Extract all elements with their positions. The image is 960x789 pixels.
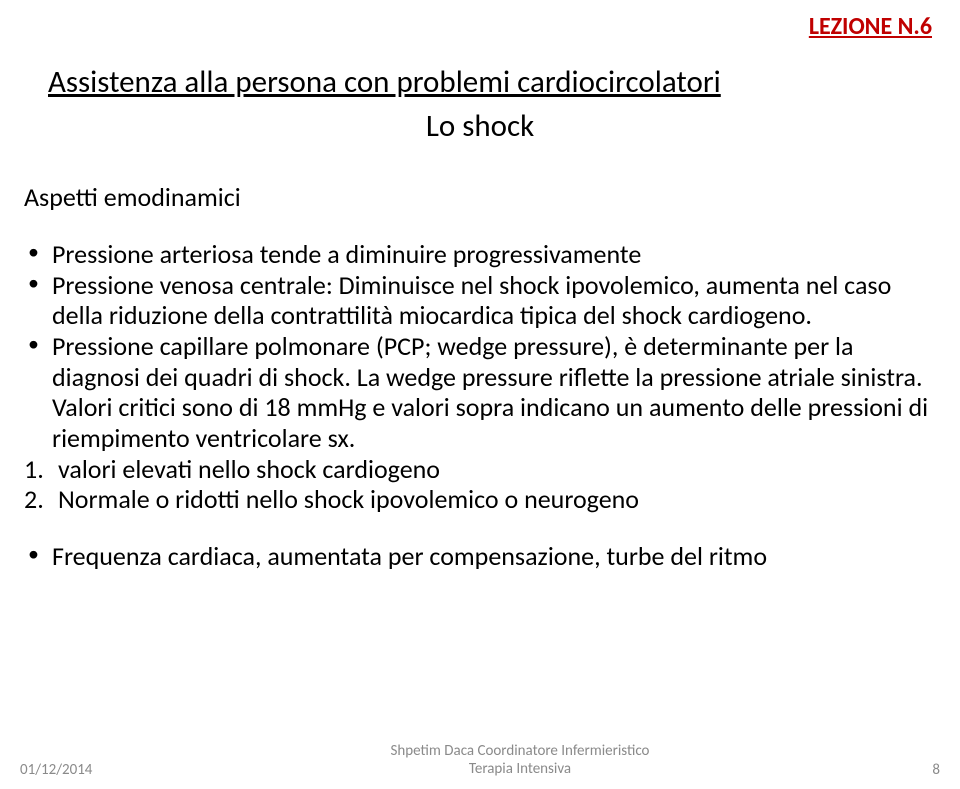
bullet-list: Pressione arteriosa tende a diminuire pr… — [24, 239, 940, 454]
section-label: Aspetti emodinamici — [24, 181, 940, 213]
list-item: Normale o ridotti nello shock ipovolemic… — [24, 484, 940, 515]
footer-author: Shpetim Daca Coordinatore Infermieristic… — [140, 742, 900, 761]
list-item: Pressione venosa centrale: Diminuisce ne… — [24, 270, 940, 331]
list-item: Pressione arteriosa tende a diminuire pr… — [24, 239, 940, 270]
header-lesson-link[interactable]: LEZIONE N.6 — [20, 12, 932, 41]
final-bullet-list: Frequenza cardiaca, aumentata per compen… — [24, 541, 940, 572]
list-item: Pressione capillare polmonare (PCP; wedg… — [24, 331, 940, 454]
list-item: Frequenza cardiaca, aumentata per compen… — [24, 541, 940, 572]
footer-dept: Terapia Intensiva — [140, 760, 900, 779]
slide: LEZIONE N.6 Assistenza alla persona con … — [0, 0, 960, 789]
numbered-list: valori elevati nello shock cardiogeno No… — [24, 454, 940, 515]
footer-page-number: 8 — [900, 761, 940, 779]
slide-title: Assistenza alla persona con problemi car… — [48, 63, 940, 101]
list-item: valori elevati nello shock cardiogeno — [24, 454, 940, 485]
slide-subtitle: Lo shock — [20, 107, 940, 145]
footer-center: Shpetim Daca Coordinatore Infermieristic… — [140, 742, 900, 780]
footer: 01/12/2014 Shpetim Daca Coordinatore Inf… — [20, 742, 940, 780]
footer-date: 01/12/2014 — [20, 761, 140, 779]
